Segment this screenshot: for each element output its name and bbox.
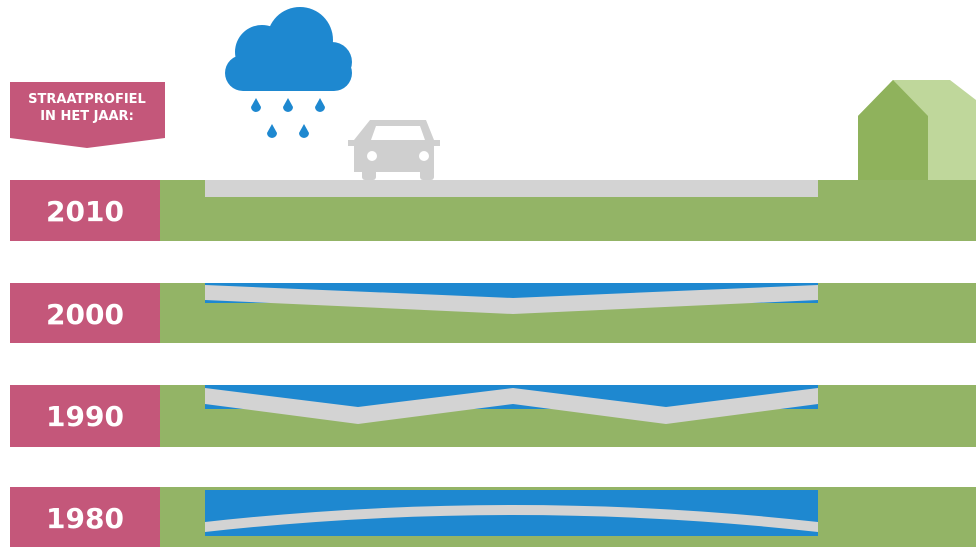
year-label <box>10 385 160 447</box>
year-label <box>10 487 160 547</box>
year-text: 2000 <box>46 298 124 331</box>
car-window <box>371 126 425 140</box>
header-label <box>10 82 165 148</box>
year-label <box>10 283 160 343</box>
header-text: IN HET JAAR: <box>40 109 134 124</box>
road <box>205 285 818 314</box>
raindrop <box>267 124 277 138</box>
year-text: 1990 <box>46 400 124 433</box>
raindrop <box>315 98 325 112</box>
rain-cloud <box>225 7 352 138</box>
header-text: STRAATPROFIEL <box>28 92 146 107</box>
raindrop <box>283 98 293 112</box>
house-gable <box>858 80 928 180</box>
raindrop <box>299 124 309 138</box>
car-light <box>419 151 429 161</box>
road <box>205 505 818 532</box>
road <box>205 388 818 424</box>
year-text: 1980 <box>46 502 124 535</box>
car <box>348 120 440 180</box>
road <box>205 180 818 197</box>
raindrop <box>251 98 261 112</box>
year-text: 2010 <box>46 195 124 228</box>
cloud-part <box>225 55 352 91</box>
year-label <box>10 180 160 241</box>
car-wheel <box>420 165 434 180</box>
car-wheel <box>362 165 376 180</box>
car-light <box>367 151 377 161</box>
